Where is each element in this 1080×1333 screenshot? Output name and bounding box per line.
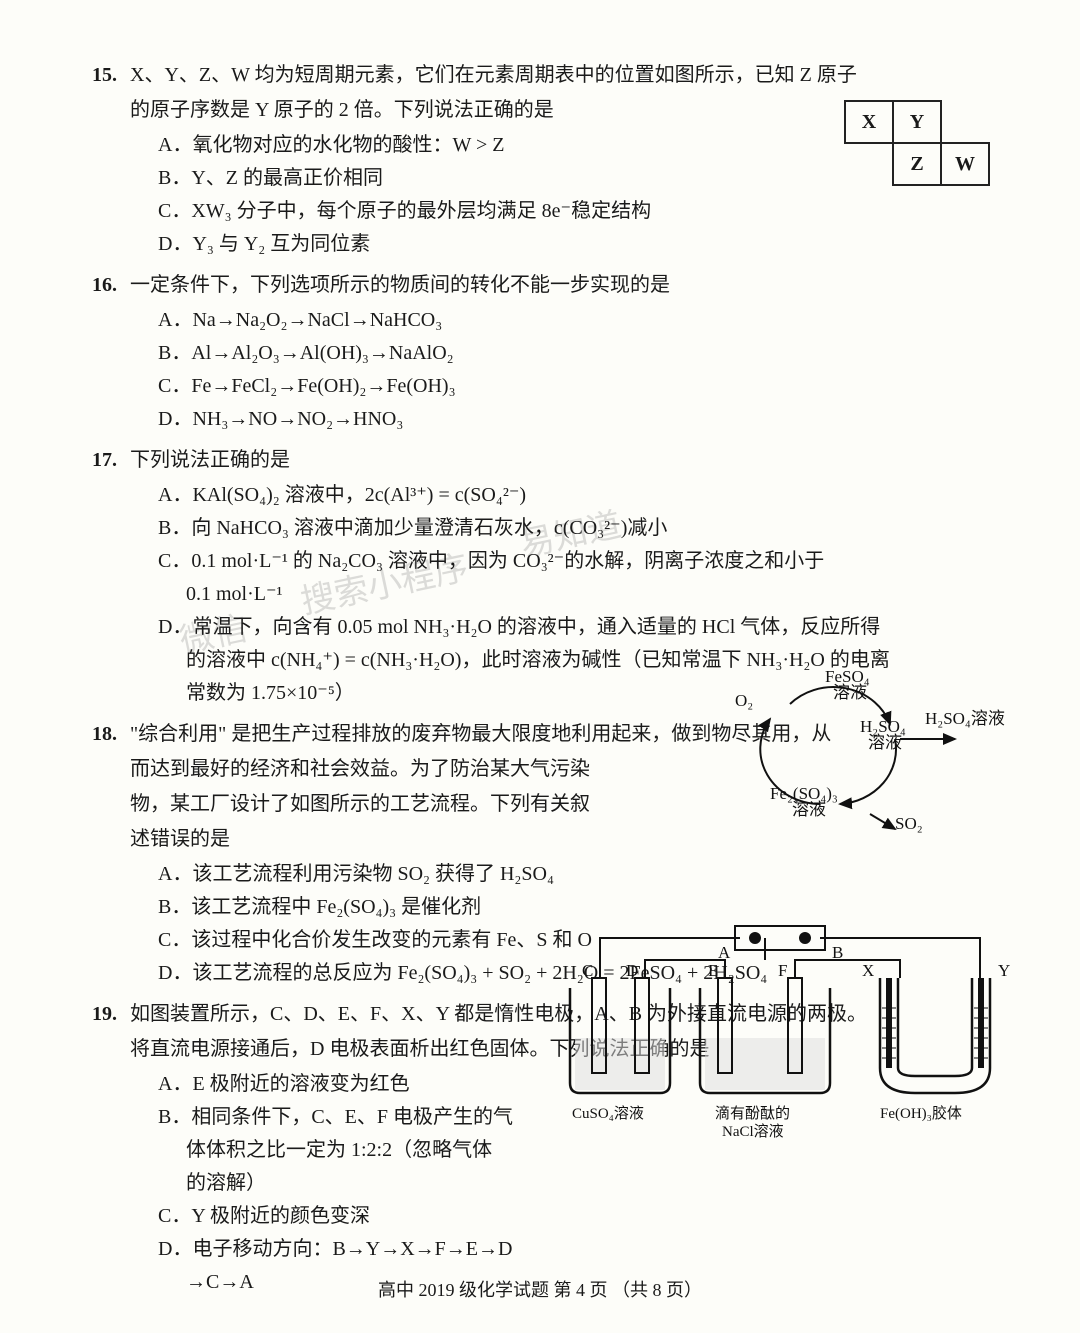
label-y: Y (998, 961, 1010, 980)
option-c: C．XW₃ 分子中，每个原子的最外层均满足 8e⁻稳定结构 (158, 196, 980, 227)
exam-page: 易知道 搜索小程序 微信 X Y Z W 15. X、Y、Z、W 均为短周期元素… (0, 0, 1080, 1333)
label-h2so4-out: H₂SO₄溶液 (925, 709, 1005, 728)
cycle-diagram: O₂ FeSO₄ 溶液 H₂SO₄ 溶液 H₂SO₄溶液 Fe₂(SO₄)₃ 溶… (710, 664, 1010, 834)
option-d-line1: D．常温下，向含有 0.05 mol NH₃·H₂O 的溶液中，通入适量的 HC… (158, 612, 980, 643)
option-d: D．NH₃→NO→NO₂→HNO₃ (158, 404, 980, 435)
option-b: B．Al→Al₂O₃→Al(OH)₃→NaAlO₂ (158, 338, 980, 369)
label-c: C (582, 961, 593, 980)
option-a: A．该工艺流程利用污染物 SO₂ 获得了 H₂SO₄ (158, 859, 980, 890)
option-d-line1: D．电子移动方向：B→Y→X→F→E→D (158, 1234, 558, 1265)
stem-line: 的原子序数是 Y 原子的 2 倍。下列说法正确的是 (130, 95, 980, 126)
label-sol3: Fe(OH)₃胶体 (880, 1105, 962, 1122)
label-d: D (626, 961, 638, 980)
option-c-line2: 0.1 mol·L⁻¹ (158, 579, 980, 610)
option-d: D．Y₃ 与 Y₂ 互为同位素 (158, 229, 980, 260)
label-sol2-2: NaCl溶液 (722, 1123, 784, 1140)
option-b-line3: 的溶解） (158, 1168, 558, 1199)
label-o2: O₂ (735, 691, 753, 710)
label-x: X (862, 961, 874, 980)
question-number: 16. (92, 270, 117, 301)
label-fe2so43-sol: 溶液 (792, 800, 826, 819)
option-b: B．Y、Z 的最高正价相同 (158, 163, 980, 194)
question-15: 15. X、Y、Z、W 均为短周期元素，它们在元素周期表中的位置如图所示，已知 … (130, 60, 980, 260)
stem-line: X、Y、Z、W 均为短周期元素，它们在元素周期表中的位置如图所示，已知 Z 原子 (130, 60, 980, 91)
stem-line: 述错误的是 (130, 824, 670, 855)
electrolysis-diagram: A B C D CuSO₄溶液 E F 滴有酚酞的 NaCl溶液 (550, 918, 1020, 1148)
label-feso4-sol: 溶液 (833, 683, 867, 702)
label-sol2-1: 滴有酚酞的 (715, 1104, 790, 1122)
option-b: B．向 NaHCO₃ 溶液中滴加少量澄清石灰水，c(CO₃²⁻)减小 (158, 513, 980, 544)
label-f: F (778, 961, 787, 980)
label-e: E (708, 961, 718, 980)
question-number: 15. (92, 60, 117, 91)
label-h2so4-sol: 溶液 (868, 733, 902, 752)
option-b-line1: B．相同条件下，C、E、F 电极产生的气 (158, 1102, 558, 1133)
stem-line: 下列说法正确的是 (130, 445, 980, 476)
option-c-line1: C．0.1 mol·L⁻¹ 的 Na₂CO₃ 溶液中，因为 CO₃²⁻的水解，阴… (158, 546, 980, 577)
question-16: 16. 一定条件下，下列选项所示的物质间的转化不能一步实现的是 A．Na→Na₂… (130, 270, 980, 435)
option-c: C．Fe→FeCl₂→Fe(OH)₂→Fe(OH)₃ (158, 371, 980, 402)
question-number: 19. (92, 999, 117, 1030)
option-a: A．氧化物对应的水化物的酸性：W > Z (158, 130, 980, 161)
option-c: C．Y 极附近的颜色变深 (158, 1201, 558, 1232)
label-sol1: CuSO₄溶液 (572, 1105, 644, 1122)
option-a: A．Na→Na₂O₂→NaCl→NaHCO₃ (158, 305, 980, 336)
stem-line: 一定条件下，下列选项所示的物质间的转化不能一步实现的是 (130, 270, 980, 301)
option-a: A．E 极附近的溶液变为红色 (158, 1069, 558, 1100)
page-footer: 高中 2019 级化学试题 第 4 页 （共 8 页） (0, 1277, 1080, 1305)
stem-line: 物，某工厂设计了如图所示的工艺流程。下列有关叙 (130, 789, 670, 820)
option-a: A．KAl(SO₄)₂ 溶液中，2c(Al³⁺) = c(SO₄²⁻) (158, 480, 980, 511)
question-number: 18. (92, 719, 117, 750)
question-number: 17. (92, 445, 117, 476)
label-so2: SO₂ (895, 814, 923, 833)
stem-line: 而达到最好的经济和社会效益。为了防治某大气污染 (130, 754, 670, 785)
option-b-line2: 体体积之比一定为 1:2:2（忽略气体 (158, 1135, 558, 1166)
